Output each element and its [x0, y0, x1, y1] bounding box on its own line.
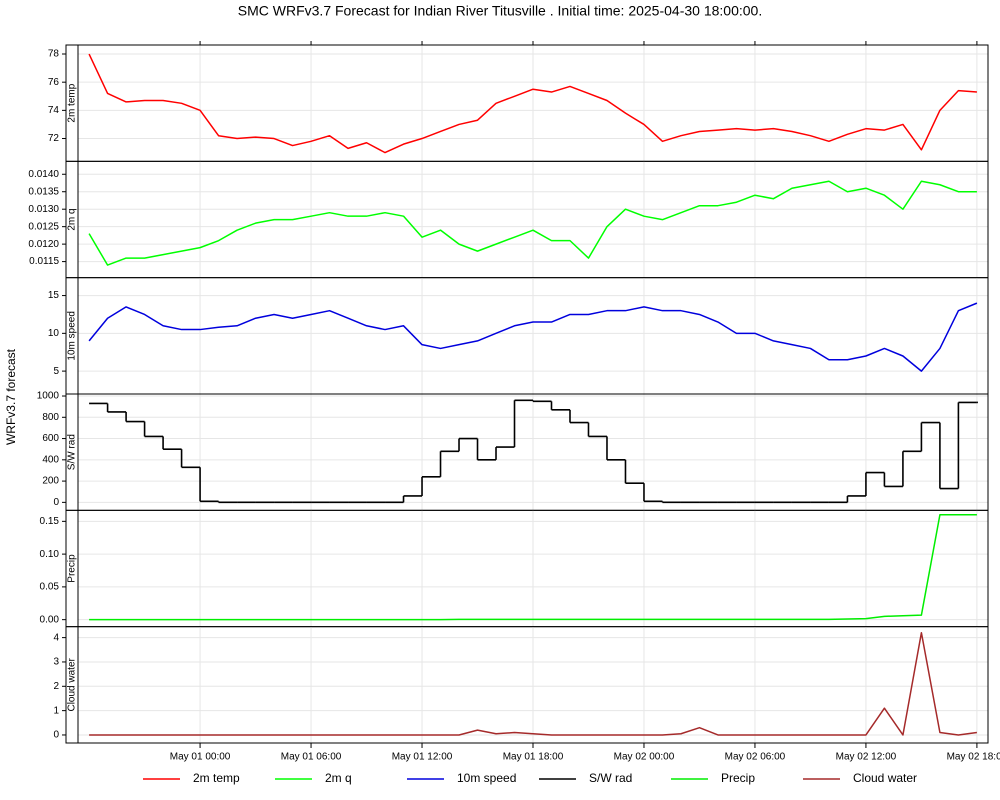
y-tick-label: 0 [53, 730, 59, 741]
panel-frame [65, 160, 989, 279]
x-tick-label: May 02 00:00 [614, 752, 675, 763]
y-tick-label: 0.05 [40, 582, 60, 593]
y-tick-label: 5 [53, 366, 59, 377]
y-tick-label: 0 [53, 497, 59, 508]
legend-label: 2m q [325, 771, 352, 785]
y-tick-label: 0.0115 [29, 256, 59, 267]
strip-label: 2m temp [67, 83, 78, 122]
y-tick-label: 72 [48, 133, 60, 144]
strip-label: Cloud water [67, 657, 78, 711]
series-line [88, 302, 978, 372]
strip-label: 10m speed [67, 311, 78, 360]
y-tick-label: 4 [53, 632, 59, 643]
panel-frame [65, 626, 989, 744]
y-tick-label: 76 [48, 77, 60, 88]
y-tick-label: 0.0130 [28, 204, 59, 215]
x-tick-label: May 02 18:00 [947, 752, 1000, 763]
y-tick-label: 0.0135 [28, 186, 59, 197]
panel-frame [65, 393, 989, 511]
strip-label: S/W rad [67, 434, 78, 470]
x-tick-label: May 02 06:00 [725, 752, 786, 763]
panel-frame [65, 44, 989, 162]
legend-label: S/W rad [589, 771, 632, 785]
x-tick-label: May 01 06:00 [281, 752, 342, 763]
y-tick-label: 15 [48, 290, 60, 301]
y-tick-label: 74 [48, 105, 60, 116]
legend-label: Cloud water [853, 771, 917, 785]
x-tick-label: May 01 18:00 [503, 752, 564, 763]
y-tick-label: 0.0140 [28, 169, 59, 180]
y-tick-label: 200 [42, 476, 59, 487]
strip-label: Precip [67, 554, 78, 583]
y-tick-label: 600 [42, 433, 59, 444]
y-tick-label: 0.0120 [28, 239, 59, 250]
y-tick-label: 0.0125 [28, 221, 59, 232]
legend-label: 10m speed [457, 771, 516, 785]
x-tick-label: May 01 12:00 [392, 752, 453, 763]
y-tick-label: 0.00 [40, 614, 60, 625]
y-tick-label: 400 [42, 454, 59, 465]
y-tick-label: 2 [53, 681, 59, 692]
series-line [89, 514, 977, 621]
panel-frame [65, 509, 989, 628]
series-line [88, 180, 977, 266]
y-tick-label: 3 [53, 657, 59, 668]
y-tick-label: 1 [53, 705, 59, 716]
chart-title: SMC WRFv3.7 Forecast for Indian River Ti… [238, 3, 762, 19]
y-tick-label: 1000 [37, 391, 60, 402]
series-line [89, 632, 977, 736]
y-tick-label: 10 [48, 328, 60, 339]
x-tick-label: May 02 12:00 [836, 752, 897, 763]
legend-label: 2m temp [193, 771, 240, 785]
legend-label: Precip [721, 771, 755, 785]
y-tick-label: 0.10 [40, 549, 60, 560]
series-line [88, 53, 977, 154]
x-tick-label: May 01 00:00 [170, 752, 231, 763]
y-tick-label: 78 [48, 49, 60, 60]
strip-label: 2m q [67, 208, 78, 230]
y-tick-label: 800 [42, 412, 59, 423]
y-tick-label: 0.15 [40, 516, 60, 527]
y-axis-title: WRFv3.7 forecast [4, 348, 18, 445]
